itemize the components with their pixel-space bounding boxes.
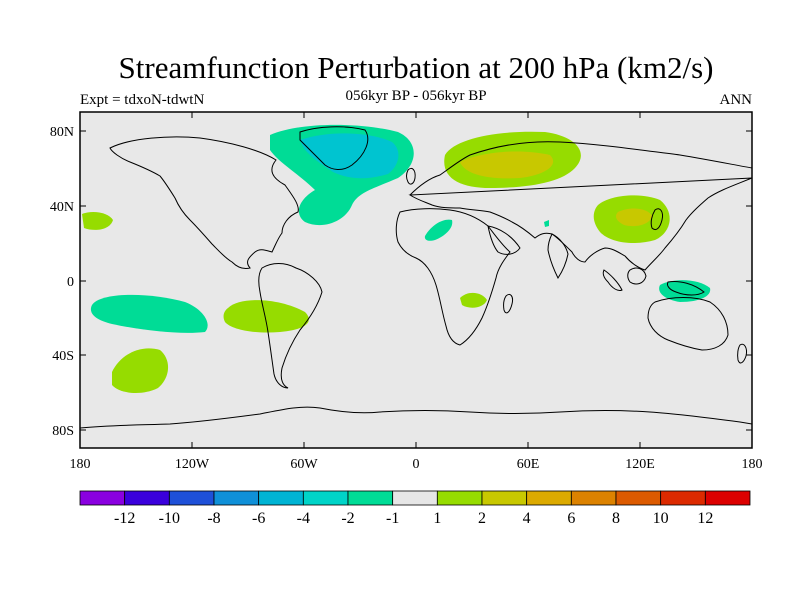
coastline-greenland: [299, 126, 369, 170]
coastline-new-zealand: [737, 343, 747, 364]
colorbar-label: 2: [478, 510, 486, 527]
colorbar-label: -2: [341, 510, 354, 527]
coastline-japan: [650, 208, 663, 231]
lon-label-60w: 60W: [290, 457, 318, 472]
lon-label-120w: 120W: [175, 457, 210, 472]
map-background: [80, 112, 752, 448]
contour-region-eastasia-inner: [616, 208, 652, 227]
coastline-arabia: [487, 225, 521, 255]
colorbar-swatch: [436, 490, 483, 506]
colorbar-swatch: [124, 490, 170, 506]
colorbar-swatch: [168, 490, 215, 506]
colorbar-swatch: [570, 490, 617, 506]
season-label: ANN: [719, 92, 753, 108]
lon-label-0: 0: [413, 457, 420, 472]
contour-region-southpacific: [90, 294, 208, 333]
colorbar-swatch: [615, 490, 662, 506]
lon-label-60e: 60E: [517, 457, 540, 472]
contour-fills: [80, 124, 752, 429]
coastline-madagascar: [503, 293, 513, 314]
longitude-labels: 180 120W 60W 0 60E 120E 180: [70, 457, 763, 472]
contour-region-greenland-inner: [300, 133, 399, 179]
contour-region-newguinea: [659, 280, 711, 302]
coastline-borneo: [627, 267, 647, 285]
coastline-africa: [395, 208, 511, 346]
colorbar-label: -10: [159, 510, 180, 527]
colorbar-label: 12: [697, 510, 713, 527]
colorbar-label: -12: [114, 510, 135, 527]
colorbar-swatch: [704, 490, 751, 506]
lat-label-40n: 40N: [50, 200, 74, 215]
colorbar-label: 4: [523, 510, 531, 527]
colorbar-label: -4: [297, 510, 310, 527]
plot-subtitle: 056kyr BP - 056kyr BP: [345, 88, 487, 104]
contour-region-central-africa: [460, 292, 487, 308]
colorbar-swatch: [526, 490, 572, 506]
colorbar-swatch: [258, 490, 304, 506]
colorbar-label: -1: [386, 510, 399, 527]
colorbar-label: 10: [653, 510, 669, 527]
coastline-antarctica: [80, 406, 752, 429]
colorbar-swatch: [660, 490, 706, 506]
contour-region-eurasia-inner: [460, 151, 554, 179]
contour-region-south-pacific-positive: [112, 348, 169, 394]
coastline-india: [547, 233, 569, 279]
contour-region-southeast-pacific: [223, 300, 309, 333]
lat-label-0: 0: [67, 275, 74, 290]
colorbar-swatch: [347, 490, 394, 506]
colorbar: [79, 490, 751, 506]
colorbar-labels: -12 -10 -8 -6 -4 -2 -1 1 2 4 6 8 10 12: [114, 510, 713, 527]
coastline-australia: [647, 297, 729, 351]
lat-label-80n: 80N: [50, 125, 74, 140]
coastline-sumatra: [602, 269, 623, 291]
contour-region-north-africa: [424, 219, 453, 241]
lat-label-80s: 80S: [52, 424, 74, 439]
lon-label-180e: 180: [742, 457, 763, 472]
colorbar-swatch: [213, 490, 260, 506]
contour-region-indian-ocean-dot: [544, 220, 549, 227]
lon-label-180w: 180: [70, 457, 91, 472]
colorbar-label: -6: [252, 510, 265, 527]
lon-label-120e: 120E: [625, 457, 655, 472]
latitude-labels: 80N 40N 0 40S 80S: [50, 125, 74, 439]
coastline-newguinea: [667, 281, 705, 296]
colorbar-label: -8: [207, 510, 220, 527]
colorbar-swatch: [392, 490, 438, 506]
colorbar-label: 1: [433, 510, 441, 527]
latitude-ticks: [80, 130, 752, 431]
colorbar-swatch: [79, 490, 126, 506]
coastline-eurasia: [408, 141, 752, 271]
colorbar-swatch: [302, 490, 349, 506]
plot-title: Streamfunction Perturbation at 200 hPa (…: [118, 50, 714, 85]
lat-label-40s: 40S: [52, 349, 74, 364]
experiment-label: Expt = tdxoN-tdwtN: [80, 92, 205, 108]
colorbar-label: 8: [612, 510, 620, 527]
coastline-north-america: [109, 136, 299, 269]
coastline-britain: [406, 167, 416, 185]
coastlines: [80, 126, 752, 429]
coastline-south-america: [258, 263, 323, 389]
colorbar-swatch: [481, 490, 528, 506]
longitude-ticks: [191, 112, 641, 448]
contour-region-pacific-west: [82, 212, 113, 230]
colorbar-label: 6: [567, 510, 575, 527]
